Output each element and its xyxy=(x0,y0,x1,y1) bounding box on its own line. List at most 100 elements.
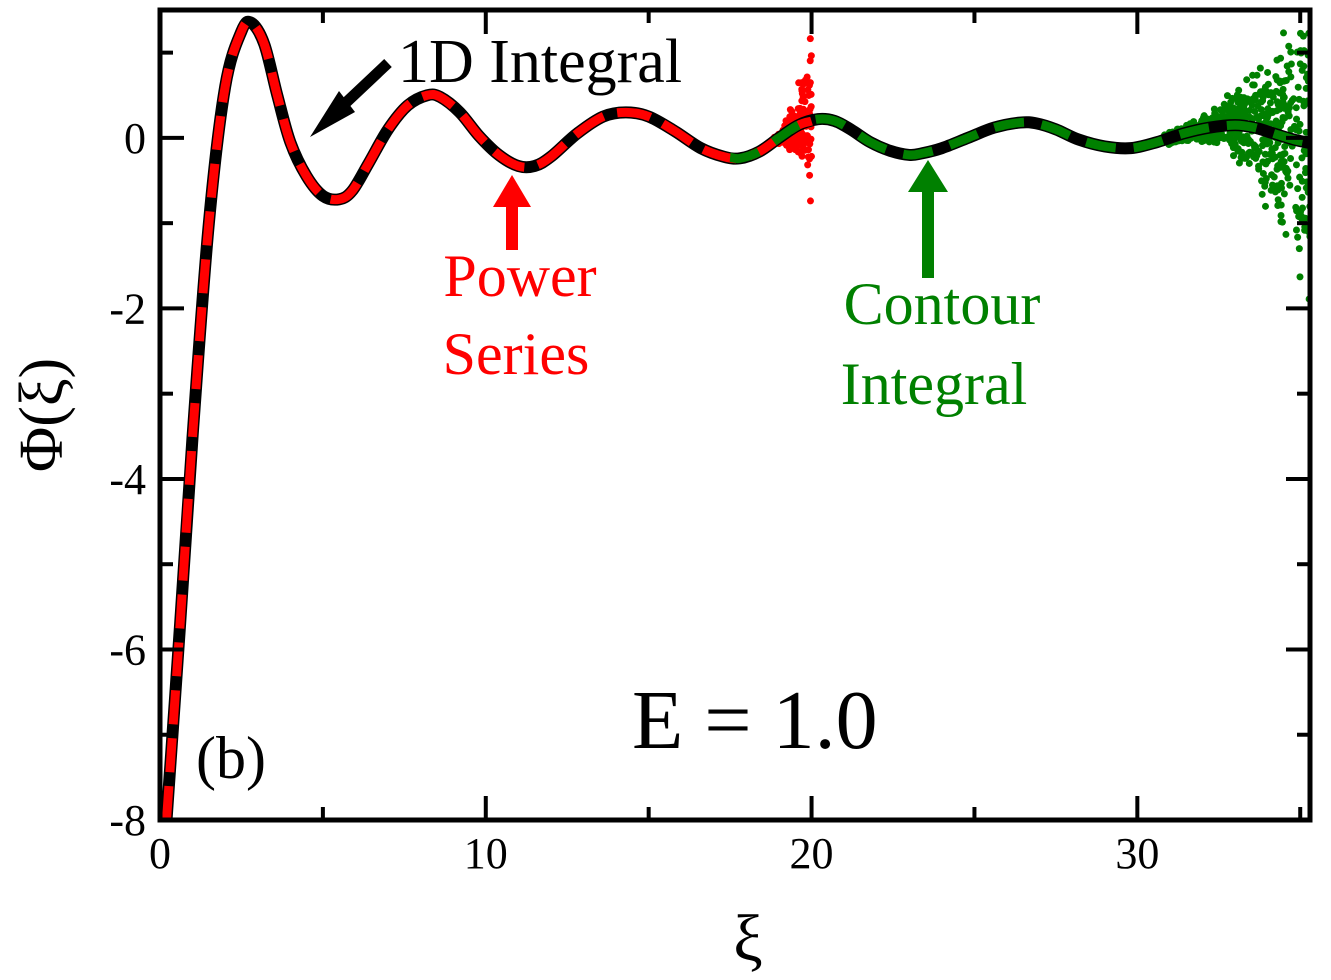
noise-point xyxy=(1287,154,1295,162)
noise-point xyxy=(1299,32,1307,40)
noise-point xyxy=(798,152,806,160)
noise-point xyxy=(1259,93,1267,101)
plot-frame xyxy=(157,7,1313,823)
noise-point xyxy=(1220,100,1228,108)
noise-point xyxy=(1253,151,1261,159)
noise-point xyxy=(1268,145,1276,153)
noise-point xyxy=(1293,115,1301,123)
noise-point xyxy=(1240,100,1248,108)
noise-point xyxy=(804,146,812,154)
x-tick-label: 30 xyxy=(1115,829,1159,878)
noise-point xyxy=(803,138,811,146)
annotation-contour-integral-line-2: Integral xyxy=(841,351,1028,417)
noise-point xyxy=(1256,64,1264,72)
noise-point xyxy=(1298,177,1306,185)
noise-point xyxy=(1264,80,1272,88)
noise-point xyxy=(1223,92,1231,100)
noise-point xyxy=(1255,162,1263,170)
noise-point xyxy=(1301,214,1309,222)
noise-point xyxy=(1268,171,1276,179)
noise-point xyxy=(1244,135,1252,143)
noise-point xyxy=(1259,170,1267,178)
noise-point xyxy=(1287,48,1295,56)
noise-point xyxy=(1261,150,1269,158)
noise-point xyxy=(1238,133,1246,141)
noise-point xyxy=(805,91,813,99)
arrowhead-contour-integral xyxy=(908,160,948,192)
annotation-power-series: Power Series xyxy=(443,175,597,387)
noise-point xyxy=(1285,42,1293,50)
noise-point xyxy=(1255,115,1263,123)
noise-point xyxy=(1235,159,1243,167)
noise-point xyxy=(1237,153,1245,161)
noise-point xyxy=(1253,71,1261,79)
noise-point xyxy=(804,161,812,169)
noise-point xyxy=(1274,196,1282,204)
noise-point xyxy=(1269,155,1277,163)
noise-point xyxy=(1230,152,1238,160)
noise-point xyxy=(1294,83,1302,91)
annotation-contour-integral-line-1: Contour xyxy=(844,271,1041,337)
x-tick-label: 0 xyxy=(149,829,171,878)
annotation-power-series-line-1: Power xyxy=(443,243,596,309)
noise-point xyxy=(788,143,796,151)
noise-point xyxy=(1267,186,1275,194)
noise-point xyxy=(1226,104,1234,112)
noise-point xyxy=(1219,111,1227,119)
noise-point xyxy=(1294,233,1302,241)
noise-point xyxy=(1278,152,1286,160)
noise-point xyxy=(1296,120,1304,128)
noise-point xyxy=(1277,218,1285,226)
noise-point xyxy=(1279,113,1287,121)
annotation-contour-integral: Contour Integral xyxy=(841,160,1041,417)
noise-point xyxy=(1280,190,1288,198)
noise-point xyxy=(1267,120,1275,128)
noise-point xyxy=(1231,140,1239,148)
noise-point xyxy=(802,76,810,84)
noise-point xyxy=(1283,169,1291,177)
x-tick-label: 20 xyxy=(790,829,834,878)
noise-point xyxy=(1285,68,1293,76)
noise-point xyxy=(1277,54,1285,62)
noise-point xyxy=(1267,108,1275,116)
noise-point xyxy=(786,106,794,114)
noise-point xyxy=(1295,245,1303,253)
noise-point xyxy=(1294,185,1302,193)
noise-point xyxy=(1292,161,1300,169)
noise-point xyxy=(1298,193,1306,201)
noise-point xyxy=(1284,108,1292,116)
noise-point xyxy=(1261,160,1269,168)
annotation-power-series-line-2: Series xyxy=(443,321,590,387)
noise-point xyxy=(1275,122,1283,130)
noise-point xyxy=(1266,139,1274,147)
noise-point xyxy=(806,197,814,205)
annotation-1d-integral-label: 1D Integral xyxy=(398,28,682,96)
noise-point xyxy=(1296,273,1304,281)
noise-point xyxy=(1293,207,1301,215)
noise-point xyxy=(1237,93,1245,101)
noise-point xyxy=(804,86,812,94)
panel-label: (b) xyxy=(196,725,266,791)
y-tick-label: -2 xyxy=(109,284,146,333)
y-axis-label: Φ(ξ) xyxy=(8,358,76,472)
noise-point xyxy=(1292,226,1300,234)
noise-point xyxy=(1286,181,1294,189)
y-tick-label: -6 xyxy=(109,625,146,674)
axis-ticks: 0 10 20 30 0 -2 -4 -6 -8 xyxy=(109,10,1310,878)
y-tick-label: -4 xyxy=(109,455,146,504)
noise-point xyxy=(1282,230,1290,238)
noise-point xyxy=(1245,113,1253,121)
noise-point xyxy=(1251,94,1259,102)
noise-point xyxy=(1279,85,1287,93)
noise-point xyxy=(1258,190,1266,198)
noise-point xyxy=(1292,104,1300,112)
noise-point xyxy=(1251,108,1259,116)
noise-point xyxy=(1248,101,1256,109)
noise-point xyxy=(806,57,814,65)
noise-point xyxy=(798,90,806,98)
y-tick-label: -8 xyxy=(109,796,146,845)
noise-point xyxy=(1300,102,1308,110)
noise-point xyxy=(806,35,814,43)
noise-point xyxy=(1250,81,1258,89)
noise-point xyxy=(1266,99,1274,107)
